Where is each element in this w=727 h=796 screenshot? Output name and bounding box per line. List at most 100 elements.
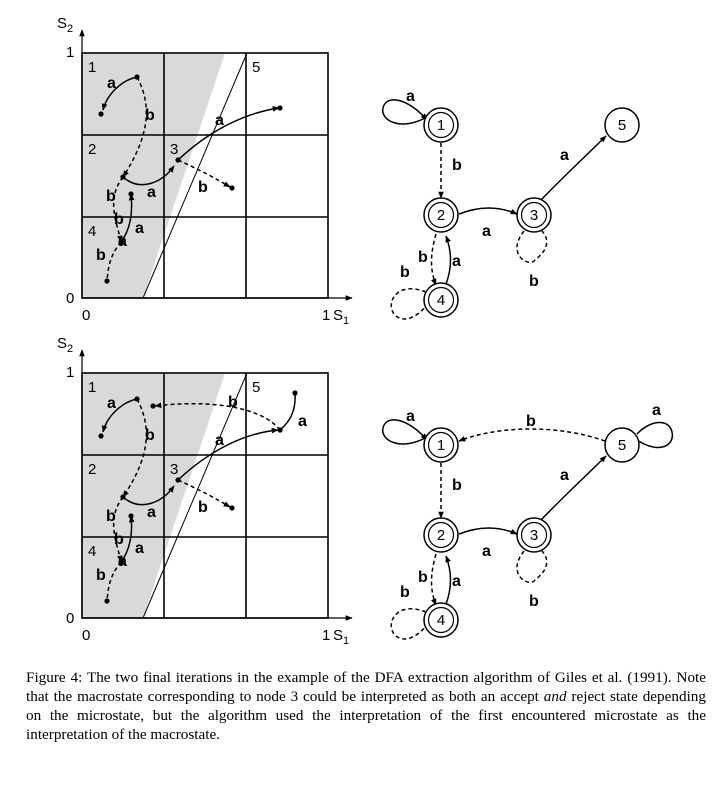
svg-text:a: a — [147, 184, 156, 201]
svg-text:2: 2 — [437, 527, 445, 544]
svg-text:b: b — [529, 273, 539, 290]
microstate-trajectories — [101, 76, 280, 282]
dfa-node: 4 — [423, 602, 459, 638]
dfa-edges — [382, 99, 607, 320]
svg-text:a: a — [215, 432, 224, 449]
region-label: 2 — [88, 141, 96, 158]
svg-text:3: 3 — [530, 207, 538, 224]
top-state-space-plot: S2 1 0 0 1 S1 1 2 3 4 5 — [57, 15, 353, 327]
dfa-node: 1 — [423, 107, 459, 143]
caption-emphasis: and — [543, 688, 567, 705]
svg-text:b: b — [96, 247, 106, 264]
svg-text:a: a — [482, 223, 491, 240]
region-label: 1 — [88, 59, 96, 76]
dfa-edge-labels: a b a a b b a b — [400, 88, 569, 290]
svg-text:5: 5 — [618, 437, 626, 454]
decision-boundary — [142, 372, 248, 619]
dfa-node: 5 — [604, 427, 640, 463]
dfa-node: 1 — [423, 427, 459, 463]
svg-text:a: a — [560, 467, 569, 484]
caption-text: Figure 4: The two final iterations in th… — [26, 669, 706, 705]
svg-text:b: b — [114, 531, 124, 548]
svg-text:b: b — [145, 427, 155, 444]
svg-text:b: b — [106, 508, 116, 525]
origin-label: 0 — [66, 610, 74, 627]
svg-text:4: 4 — [437, 612, 445, 629]
svg-text:a: a — [452, 573, 461, 590]
x-zero-label: 0 — [82, 627, 90, 644]
svg-text:b: b — [418, 249, 428, 266]
svg-text:b: b — [418, 569, 428, 586]
caption-text: reject state depending on the microstate… — [26, 688, 706, 743]
x-axis-label: S1 — [333, 307, 349, 327]
dfa-node: 2 — [423, 197, 459, 233]
region-label: 5 — [252, 379, 260, 396]
region-label: 4 — [88, 223, 96, 240]
svg-text:5: 5 — [618, 117, 626, 134]
y-max-label: 1 — [66, 44, 74, 61]
svg-text:a: a — [298, 413, 307, 430]
svg-text:b: b — [400, 584, 410, 601]
dfa-node: 3 — [516, 517, 552, 553]
dfa-edge-labels: a b b a a a b b a b — [400, 402, 661, 610]
dfa-node: 4 — [423, 282, 459, 318]
svg-text:1: 1 — [437, 437, 445, 454]
svg-text:b: b — [114, 211, 124, 228]
x-axis-label: S1 — [333, 627, 349, 647]
svg-text:a: a — [147, 504, 156, 521]
svg-text:b: b — [106, 188, 116, 205]
y-axis-label: S2 — [57, 335, 73, 355]
svg-text:a: a — [215, 112, 224, 129]
origin-label: 0 — [66, 290, 74, 307]
figure-caption: Figure 4: The two final iterations in th… — [26, 668, 706, 744]
dfa-node: 3 — [516, 197, 552, 233]
microstate-trajectories — [101, 392, 296, 602]
svg-text:b: b — [228, 394, 238, 411]
x-zero-label: 0 — [82, 307, 90, 324]
svg-text:a: a — [560, 147, 569, 164]
svg-text:4: 4 — [437, 292, 445, 309]
svg-text:b: b — [526, 413, 536, 430]
region-label: 3 — [170, 141, 178, 158]
microstate-points — [98, 390, 298, 604]
microstate-points — [98, 74, 283, 284]
top-dfa-graph: a b a a b b a b 1 2 3 4 — [382, 88, 640, 320]
dfa-node: 5 — [604, 107, 640, 143]
svg-text:a: a — [452, 253, 461, 270]
bottom-dfa-graph: a b b a a a b b a b 1 2 3 — [382, 402, 674, 640]
svg-text:b: b — [198, 179, 208, 196]
svg-text:a: a — [107, 75, 116, 92]
svg-text:b: b — [529, 593, 539, 610]
svg-text:b: b — [400, 264, 410, 281]
svg-text:b: b — [452, 157, 462, 174]
x-max-label: 1 — [322, 627, 330, 644]
region-label: 2 — [88, 461, 96, 478]
svg-text:a: a — [118, 233, 127, 250]
svg-text:a: a — [652, 402, 661, 419]
svg-text:2: 2 — [437, 207, 445, 224]
svg-text:a: a — [135, 220, 144, 237]
svg-text:a: a — [118, 553, 127, 570]
svg-text:b: b — [145, 107, 155, 124]
region-label: 5 — [252, 59, 260, 76]
y-axis-label: S2 — [57, 15, 73, 35]
trajectory-labels: a b a b a b b a a b — [96, 75, 224, 264]
dfa-edges — [382, 419, 674, 640]
dfa-extraction-figure: S2 1 0 0 1 S1 1 2 3 4 5 — [57, 15, 674, 647]
dfa-node: 2 — [423, 517, 459, 553]
bottom-state-space-plot: S2 1 0 0 1 S1 1 2 3 4 5 — [57, 335, 353, 647]
region-label: 4 — [88, 543, 96, 560]
svg-text:a: a — [406, 408, 415, 425]
decision-boundary — [142, 52, 248, 299]
region-label: 3 — [170, 461, 178, 478]
svg-text:b: b — [198, 499, 208, 516]
svg-text:a: a — [107, 395, 116, 412]
svg-text:b: b — [452, 477, 462, 494]
trajectory-labels: a b a b a b b a a b b a — [96, 394, 307, 584]
svg-text:1: 1 — [437, 117, 445, 134]
region-label: 1 — [88, 379, 96, 396]
svg-text:b: b — [96, 567, 106, 584]
svg-text:a: a — [482, 543, 491, 560]
y-max-label: 1 — [66, 364, 74, 381]
svg-text:a: a — [406, 88, 415, 105]
